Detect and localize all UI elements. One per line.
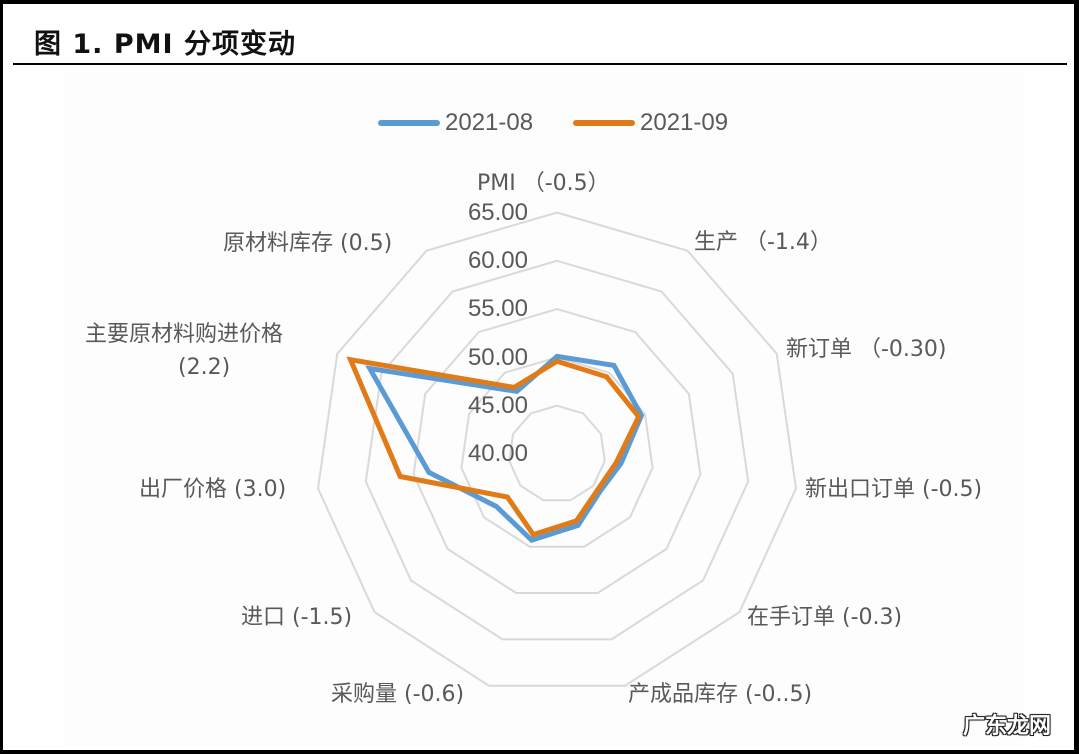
- legend-label: 2021-08: [445, 109, 534, 136]
- axis-label-pmi: PMI （-0.5）: [477, 171, 610, 196]
- legend-item-2021-08: 2021-08: [378, 106, 533, 140]
- axis-label-new-orders: 新订单 （-0.30): [786, 337, 947, 362]
- chart-area: [65, 70, 1025, 746]
- grid-ring-60: [364, 259, 750, 641]
- axis-label-raw-material-inventory: 原材料库存 (0.5): [223, 231, 393, 256]
- grid-ring-65: [316, 211, 798, 687]
- tick-label-60: 60.00: [467, 247, 528, 274]
- axis-label-output-prices: 出厂价格 (3.0): [139, 477, 287, 502]
- axis-label-input-prices-change: (2.2): [178, 355, 231, 380]
- radar-grid: [316, 211, 798, 687]
- legend-swatch-blue: [378, 120, 440, 126]
- tick-label-40: 40.00: [467, 440, 528, 467]
- axis-label-production: 生产 （-1.4）: [694, 230, 832, 255]
- legend-swatch-orange: [573, 120, 635, 126]
- series-line-2021-09: [346, 356, 642, 538]
- figure-title: 图 1. PMI 分项变动: [34, 29, 296, 60]
- legend-item-2021-09: 2021-09: [573, 106, 728, 140]
- axis-label-input-prices: 主要原材料购进价格: [85, 322, 284, 347]
- series-line-2021-08: [365, 353, 645, 544]
- title-divider: [13, 63, 1067, 65]
- grid-ring-55: [412, 308, 702, 594]
- radar-series: [346, 353, 645, 544]
- tick-label-50: 50.00: [467, 344, 528, 371]
- grid-ring-45: [508, 404, 606, 502]
- axis-label-purchase-volume: 采购量 (-0.6): [331, 682, 465, 707]
- tick-label-55: 55.00: [467, 295, 528, 322]
- watermark: 广东龙网: [963, 714, 1052, 739]
- axis-label-finished-goods-inventory: 产成品库存 (-0..5): [628, 682, 813, 707]
- axis-label-imports: 进口 (-1.5): [241, 605, 353, 630]
- tick-label-45: 45.00: [467, 392, 528, 419]
- axis-label-new-export-orders: 新出口订单 (-0.5): [805, 477, 983, 502]
- legend-label: 2021-09: [640, 109, 729, 136]
- tick-label-65: 65.00: [467, 199, 528, 226]
- axis-label-backlog-orders: 在手订单 (-0.3): [747, 605, 903, 630]
